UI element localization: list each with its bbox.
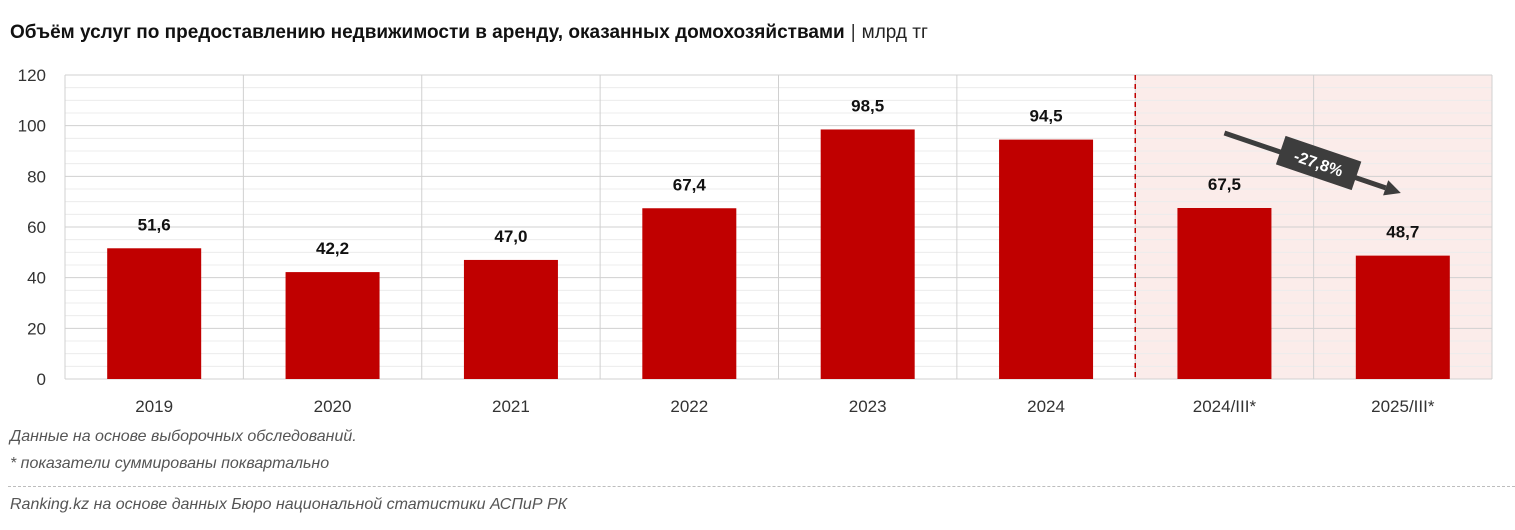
x-tick-label: 2020	[314, 397, 352, 416]
footer-divider	[8, 486, 1515, 487]
bar	[999, 139, 1094, 379]
x-tick-label: 2025/III*	[1371, 397, 1435, 416]
bar	[642, 208, 737, 379]
x-tick-label: 2023	[849, 397, 887, 416]
x-tick-label: 2024/III*	[1193, 397, 1257, 416]
y-tick-label: 40	[27, 269, 46, 288]
x-tick-label: 2019	[135, 397, 173, 416]
bar	[107, 248, 202, 379]
bar-value-label: 98,5	[851, 96, 884, 115]
change-badge-bg	[1275, 135, 1362, 191]
bar	[1355, 255, 1450, 379]
chart-title-text: Объём услуг по предоставлению недвижимос…	[10, 22, 845, 43]
title-separator: |	[850, 22, 856, 43]
source-note: Ranking.kz на основе данных Бюро национа…	[10, 496, 568, 513]
chart-title: Объём услуг по предоставлению недвижимос…	[10, 22, 928, 44]
bar-value-label: 47,0	[494, 227, 527, 246]
arrow-head	[1383, 180, 1401, 196]
bar-value-label: 67,4	[673, 175, 707, 194]
bar-value-label: 94,5	[1030, 107, 1063, 126]
y-tick-label: 60	[27, 218, 46, 237]
x-tick-label: 2022	[670, 397, 708, 416]
y-tick-label: 20	[27, 319, 46, 338]
note-quarterly-sum: * показатели суммированы поквартально	[10, 455, 330, 472]
bar-value-label: 51,6	[138, 215, 171, 234]
bar	[820, 129, 915, 379]
y-tick-label: 120	[18, 66, 46, 85]
bar-value-label: 67,5	[1208, 175, 1241, 194]
y-tick-label: 80	[27, 167, 46, 186]
bar-value-label: 42,2	[316, 239, 349, 258]
bar-value-label: 48,7	[1386, 223, 1419, 242]
bar	[1177, 208, 1272, 379]
bar	[463, 259, 558, 379]
bar-chart: 0 20 40 60 80 100 120 51,6 2019 42,2 2020 47,0 2021 6…	[18, 66, 1493, 416]
x-tick-label: 2021	[492, 397, 530, 416]
note-sample-survey: Данные на основе выборочных обследований…	[10, 428, 357, 445]
bar	[285, 272, 380, 379]
chart-unit: млрд тг	[861, 22, 928, 43]
y-tick-label: 0	[37, 370, 46, 389]
x-tick-label: 2024	[1027, 397, 1065, 416]
y-tick-label: 100	[18, 117, 46, 136]
